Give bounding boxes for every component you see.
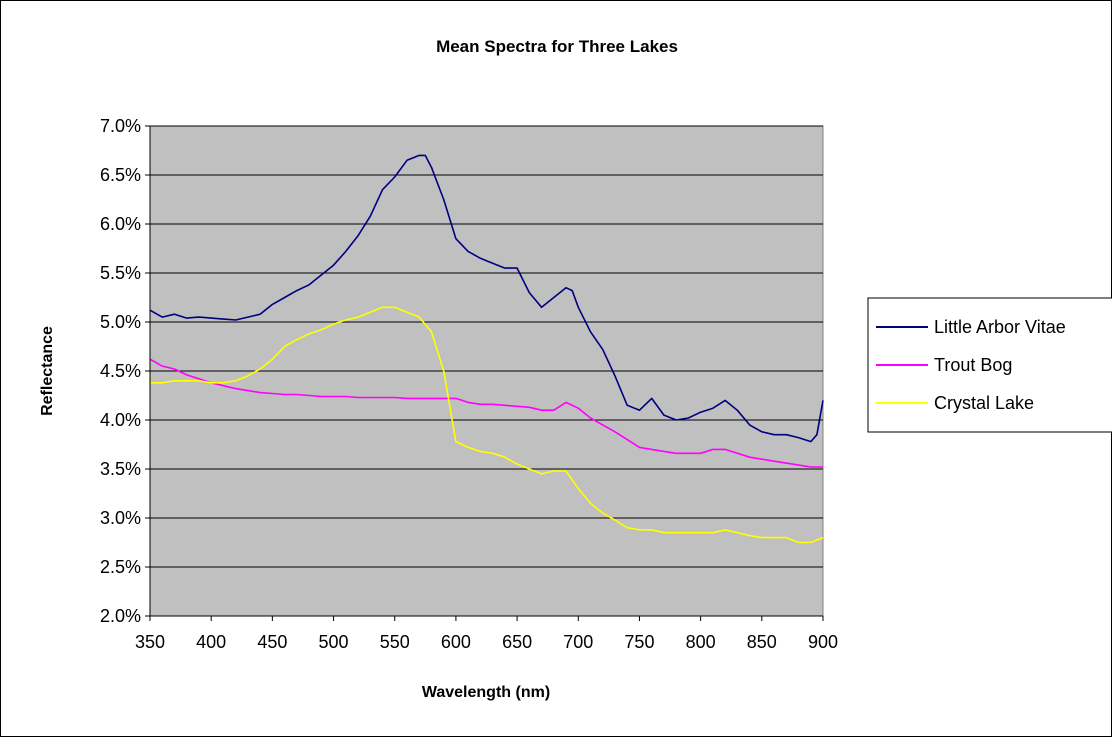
series-line-trout-bog bbox=[149, 358, 823, 468]
x-axis-label: Wavelength (nm) bbox=[422, 684, 550, 701]
x-tick-label: 350 bbox=[135, 632, 165, 652]
y-tick-label: 5.0% bbox=[100, 312, 141, 332]
y-tick-label: 6.0% bbox=[100, 214, 141, 234]
grid-lines bbox=[150, 125, 823, 568]
series-line-crystal-lake bbox=[150, 306, 824, 544]
y-tick-label: 3.5% bbox=[100, 459, 141, 479]
y-tick-label: 2.0% bbox=[100, 606, 141, 626]
legend-entry: Little Arbor Vitae bbox=[934, 317, 1066, 337]
x-tick-label: 450 bbox=[257, 632, 287, 652]
y-tick-label: 7.0% bbox=[100, 116, 141, 136]
series-line-little-arbor-vitae bbox=[149, 154, 824, 443]
legend-entry: Crystal Lake bbox=[934, 393, 1034, 413]
y-tick-label: 4.0% bbox=[100, 410, 141, 430]
series-layer bbox=[149, 154, 824, 544]
y-tick-label: 2.5% bbox=[100, 557, 141, 577]
x-tick-label: 600 bbox=[441, 632, 471, 652]
y-axis-label: Reflectance bbox=[39, 326, 56, 416]
legend: Little Arbor Vitae Trout Bog Crystal Lake bbox=[867, 297, 1112, 433]
x-tick-label: 700 bbox=[563, 632, 593, 652]
chart-title: Mean Spectra for Three Lakes bbox=[436, 37, 678, 56]
x-tick-labels: 350 400 450 500 550 600 650 700 750 800 850 900 bbox=[135, 616, 838, 652]
x-tick-label: 900 bbox=[808, 632, 838, 652]
x-tick-label: 500 bbox=[319, 632, 349, 652]
x-tick-label: 400 bbox=[196, 632, 226, 652]
x-tick-label: 850 bbox=[747, 632, 777, 652]
x-tick-label: 750 bbox=[624, 632, 654, 652]
y-tick-labels: 2.0% 2.5% 3.0% 3.5% 4.0% 4.5% 5.0% 5.5% 6.0% 6.5%… bbox=[100, 116, 150, 626]
y-tick-label: 3.0% bbox=[100, 508, 141, 528]
x-tick-label: 800 bbox=[686, 632, 716, 652]
y-tick-label: 5.5% bbox=[100, 263, 141, 283]
y-tick-label: 6.5% bbox=[100, 165, 141, 185]
legend-entry: Trout Bog bbox=[934, 355, 1012, 375]
x-tick-label: 550 bbox=[380, 632, 410, 652]
y-tick-label: 4.5% bbox=[100, 361, 141, 381]
x-tick-label: 650 bbox=[502, 632, 532, 652]
